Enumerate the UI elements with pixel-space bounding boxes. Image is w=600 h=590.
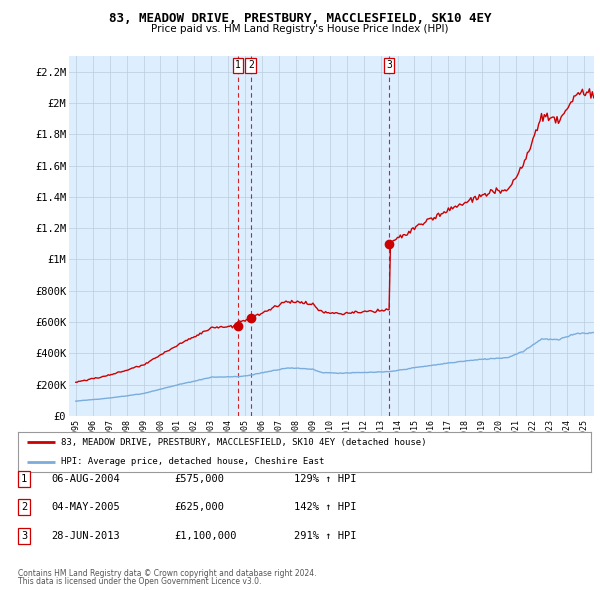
- Text: £1,100,000: £1,100,000: [174, 531, 236, 540]
- Text: 3: 3: [386, 60, 392, 70]
- Text: 83, MEADOW DRIVE, PRESTBURY, MACCLESFIELD, SK10 4EY: 83, MEADOW DRIVE, PRESTBURY, MACCLESFIEL…: [109, 12, 491, 25]
- Text: 28-JUN-2013: 28-JUN-2013: [51, 531, 120, 540]
- Text: £625,000: £625,000: [174, 503, 224, 512]
- Text: HPI: Average price, detached house, Cheshire East: HPI: Average price, detached house, Ches…: [61, 457, 325, 466]
- Text: 04-MAY-2005: 04-MAY-2005: [51, 503, 120, 512]
- Text: Price paid vs. HM Land Registry's House Price Index (HPI): Price paid vs. HM Land Registry's House …: [151, 24, 449, 34]
- Text: 291% ↑ HPI: 291% ↑ HPI: [294, 531, 356, 540]
- Text: 2: 2: [21, 503, 27, 512]
- Text: 83, MEADOW DRIVE, PRESTBURY, MACCLESFIELD, SK10 4EY (detached house): 83, MEADOW DRIVE, PRESTBURY, MACCLESFIEL…: [61, 438, 427, 447]
- Text: 1: 1: [21, 474, 27, 484]
- Text: Contains HM Land Registry data © Crown copyright and database right 2024.: Contains HM Land Registry data © Crown c…: [18, 569, 317, 578]
- Text: 129% ↑ HPI: 129% ↑ HPI: [294, 474, 356, 484]
- Text: 06-AUG-2004: 06-AUG-2004: [51, 474, 120, 484]
- Text: 142% ↑ HPI: 142% ↑ HPI: [294, 503, 356, 512]
- Text: 3: 3: [21, 531, 27, 540]
- Text: £575,000: £575,000: [174, 474, 224, 484]
- Text: This data is licensed under the Open Government Licence v3.0.: This data is licensed under the Open Gov…: [18, 578, 262, 586]
- Text: 1: 1: [235, 60, 241, 70]
- Text: 2: 2: [248, 60, 254, 70]
